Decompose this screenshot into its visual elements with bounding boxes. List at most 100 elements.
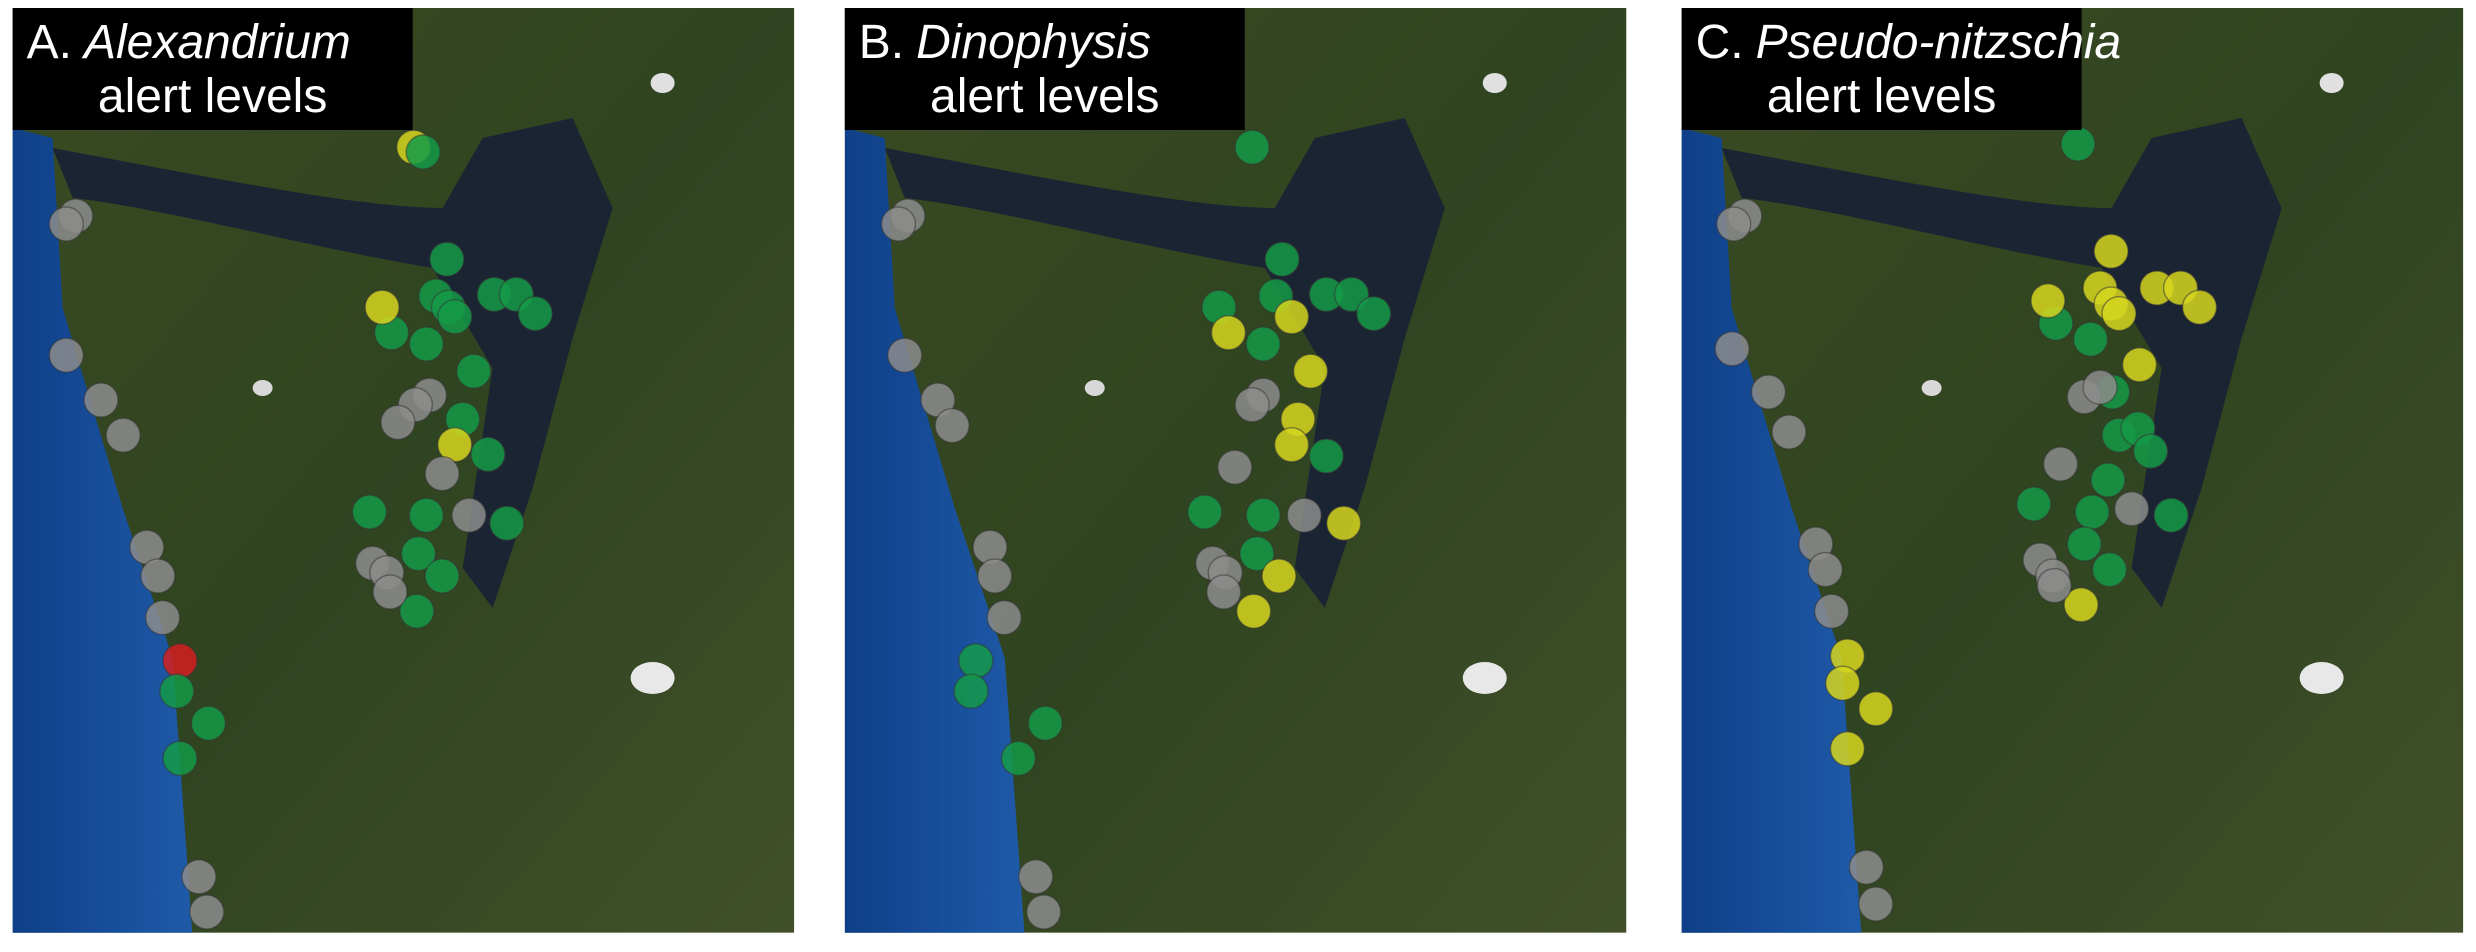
site-marker [162,740,198,777]
site-marker [2113,491,2150,527]
site-marker [1210,315,1247,351]
ocean [1681,128,1862,933]
panel-letter: B. [859,16,904,69]
site-marker [1858,886,1894,922]
snow [252,380,273,396]
site-marker [380,404,416,441]
site-marker [181,859,217,895]
site-marker [887,337,923,373]
site-marker [1273,299,1310,335]
snow [1084,380,1105,396]
site-marker [1235,593,1272,629]
site-marker [351,494,388,530]
site-marker [2042,446,2079,482]
label-box [12,8,413,130]
site-marker [408,497,445,533]
site-marker [2132,433,2169,469]
site-marker [2016,486,2052,522]
site-marker [1355,295,1392,332]
site-marker [2030,283,2066,319]
site-marker [1308,438,1345,474]
site-marker [2101,295,2137,332]
site-marker [1858,691,1894,727]
site-marker [48,206,85,242]
map [844,8,1627,933]
ocean [844,128,1025,933]
site-marker [437,299,473,335]
site-marker [1771,414,1807,450]
site-marker [1286,497,1323,533]
site-marker [451,497,487,533]
snow [1482,73,1507,93]
site-marker [1714,331,1750,367]
site-marker [1239,535,1275,572]
site-marker [1261,558,1297,594]
site-marker [1264,241,1300,277]
genus: Alexandrium [81,16,351,69]
site-marker [1018,859,1054,895]
site-marker [105,417,141,453]
panel-letter: C. [1696,16,1744,69]
genus: Pseudo-nitzschia [1756,16,2122,69]
site-marker [2091,551,2128,588]
panel-subtitle: alert levels [1767,70,1996,123]
site-marker [1245,497,1281,533]
site-marker [2121,347,2158,383]
site-marker [2072,321,2109,357]
map [1681,8,2464,933]
strait [884,118,1445,608]
site-marker [1824,665,1861,701]
site-marker [429,241,465,277]
panel-letter: A. [27,16,72,69]
site-marker [1025,894,1062,930]
site-marker [83,382,119,418]
site-marker [1325,505,1362,541]
site-marker [986,599,1022,636]
site-marker [364,289,400,325]
site-marker [2063,587,2099,623]
panel-title: B. Dinophysis [859,16,1151,69]
site-marker [489,505,525,541]
site-marker [372,574,408,610]
snow [650,73,675,93]
site-marker [1000,740,1037,777]
strait [1721,118,2282,608]
site-marker [424,558,460,594]
snow [2299,662,2344,694]
site-marker [1829,731,1866,767]
site-marker [190,705,227,741]
site-marker [2036,567,2073,604]
site-marker [1750,374,1787,410]
site-marker [1234,387,1270,423]
site-marker [1187,494,1223,530]
site-marker [1715,206,1752,242]
site-marker [2181,289,2218,325]
site-marker [2060,126,2096,162]
site-marker [399,593,435,629]
site-marker [408,326,445,362]
site-marker [953,673,989,709]
site-marker [144,599,181,636]
site-marker [2082,369,2118,405]
snow [1921,380,1942,396]
site-marker [958,643,994,679]
site-marker [1813,593,1850,629]
site-marker [455,353,492,389]
site-marker [470,436,506,473]
site-marker [1292,353,1329,389]
site-marker [1217,449,1253,485]
panel-title: A. Alexandrium [27,16,351,69]
label-box [1681,8,2082,130]
site-marker [2153,497,2189,533]
site-marker [2090,462,2126,498]
site-marker [517,295,554,332]
site-marker [977,558,1013,594]
site-marker [159,673,195,709]
snow [2319,73,2344,93]
site-marker [1848,849,1885,885]
map [12,8,795,933]
strait [52,118,613,608]
